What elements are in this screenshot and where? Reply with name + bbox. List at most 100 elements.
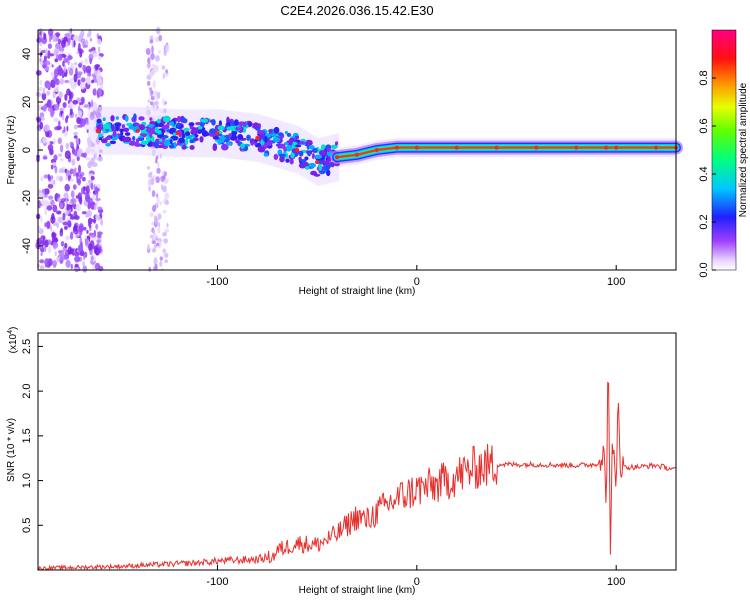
spectrogram-halo — [164, 108, 167, 157]
spectrogram-noise-blob — [86, 210, 92, 218]
spectrogram-noise-blob — [150, 90, 154, 95]
spectrogram-noise-blob — [73, 35, 80, 42]
spectrogram-noise-blob — [66, 125, 69, 132]
spectrogram-noise-blob — [44, 239, 49, 248]
spectrogram-ridge-point — [255, 136, 260, 140]
spectrogram-noise-blob — [87, 217, 93, 225]
spectrogram-band-blob — [135, 138, 139, 145]
spectrogram-band-blob — [242, 121, 247, 127]
spectrogram-band-blob — [226, 121, 231, 128]
spectrogram-halo — [200, 109, 203, 158]
spectrogram-noise-blob — [69, 101, 74, 109]
spectrogram-band-blob — [146, 127, 154, 134]
spectrogram-band-blob — [217, 125, 225, 131]
spectrogram-band-blob — [181, 133, 186, 139]
spectrogram-noise-blob — [62, 102, 67, 108]
spectrogram-halo — [312, 135, 316, 184]
spectrogram-noise-blob — [157, 161, 160, 169]
spectrogram-noise-blob — [166, 222, 169, 228]
spectrogram-noise-blob — [72, 184, 77, 190]
spectrogram-noise-blob — [156, 193, 159, 198]
spectrogram-band-blob — [102, 123, 111, 130]
spectrogram-band-blob — [311, 153, 315, 160]
spectrogram-band-blob — [156, 144, 164, 149]
spectrogram-noise-blob — [97, 187, 100, 192]
spectrogram-noise-blob — [77, 178, 81, 186]
spectrogram-noise-blob — [59, 144, 64, 153]
spectrogram-noise-blob — [97, 206, 103, 210]
colorbar-label: Normalized spectral amplitude — [738, 82, 749, 217]
spectrogram-noise-blob — [60, 240, 65, 247]
spectrogram-noise-blob — [91, 162, 98, 168]
spectrogram-noise-blob — [159, 260, 163, 267]
spectrogram-noise-blob — [161, 65, 166, 70]
spectrogram-band-blob — [189, 145, 195, 150]
spectrogram-band-blob — [169, 127, 176, 133]
snr-ytick-label: 2.0 — [21, 383, 33, 398]
spectrogram-band-blob — [257, 146, 266, 153]
spectrogram-noise-blob — [77, 148, 82, 158]
spectrogram-band-blob — [212, 144, 218, 151]
spectrogram-noise-blob — [98, 55, 102, 60]
spectrogram-noise-blob — [157, 213, 162, 220]
spectrogram-noise-blob — [70, 231, 74, 240]
spectrogram-noise-blob — [73, 149, 79, 157]
spectrogram-noise-blob — [76, 117, 81, 124]
spectrogram-noise-blob — [95, 213, 99, 221]
spectrogram-band-blob — [132, 136, 136, 141]
spectrogram-noise-blob — [70, 190, 75, 199]
spectrogram-noise-blob — [52, 204, 58, 213]
spectrogram-noise-blob — [90, 182, 94, 190]
spectrogram-noise-blob — [74, 255, 80, 263]
spectrogram-ridge-point — [534, 145, 539, 150]
snr-scale-close: ) — [8, 327, 19, 330]
spectrogram-noise-blob — [57, 193, 61, 198]
spectrogram-noise-blob — [78, 43, 81, 50]
spectrogram-band-blob — [326, 169, 331, 177]
spectrogram-band-blob — [193, 137, 199, 142]
spectrogram-band-blob — [161, 124, 170, 130]
spectrogram-band-blob — [326, 147, 332, 153]
spectrogram-halo — [303, 129, 306, 178]
spectrogram-band-blob — [105, 142, 111, 147]
spectrogram-noise-blob — [44, 124, 50, 132]
colorbar-tick-label: 0.2 — [698, 214, 710, 229]
spectrogram-noise-blob — [80, 118, 86, 127]
snr-ylabel: SNR (10 * v/v) — [6, 418, 17, 482]
spectrogram-band-blob — [318, 150, 327, 156]
spectrogram-noise-blob — [147, 80, 151, 86]
spectrogram-noise-blob — [50, 71, 55, 76]
spectrogram-noise-blob — [71, 158, 76, 166]
spectrogram-noise-blob — [54, 103, 60, 111]
spectrogram-band-blob — [110, 115, 115, 122]
spectrogram-noise-blob — [146, 166, 151, 170]
spectrogram-noise-blob — [152, 80, 156, 89]
snr-marks — [38, 381, 676, 570]
spectrogram-band-blob — [211, 119, 216, 126]
colorbar-gradient — [712, 30, 736, 270]
spectrogram-noise-blob — [64, 150, 71, 160]
spectrogram-band-blob — [105, 136, 112, 140]
spectrogram-noise-blob — [53, 137, 56, 145]
spectrogram-noise-blob — [41, 49, 46, 54]
spectrogram-noise-blob — [59, 157, 64, 162]
snr-xtick-label: 0 — [414, 576, 420, 588]
spectrogram-noise-blob — [40, 252, 43, 256]
spectrogram-noise-blob — [73, 73, 78, 83]
spectrogram-marks — [35, 26, 683, 273]
spectrogram-band-blob — [119, 128, 125, 133]
spectrogram-noise-blob — [153, 215, 158, 223]
snr-xtick-label: -100 — [206, 576, 228, 588]
spectrogram-noise-blob — [75, 203, 81, 212]
colorbar: 0.0 0.2 0.4 0.6 0.8 Normalized spectral ampl… — [698, 29, 749, 278]
spectrogram-noise-blob — [157, 226, 161, 234]
spectrogram-noise-blob — [66, 203, 70, 211]
spectrogram-noise-blob — [94, 247, 101, 256]
spectrogram-band-blob — [278, 132, 284, 137]
spectrogram-noise-blob — [164, 259, 168, 264]
spectrogram-noise-blob — [100, 218, 104, 226]
spectrogram-band-blob — [290, 151, 295, 159]
spectrogram-noise-blob — [162, 248, 167, 253]
spectrogram-noise-blob — [164, 228, 170, 233]
spectrogram-noise-blob — [51, 213, 55, 220]
